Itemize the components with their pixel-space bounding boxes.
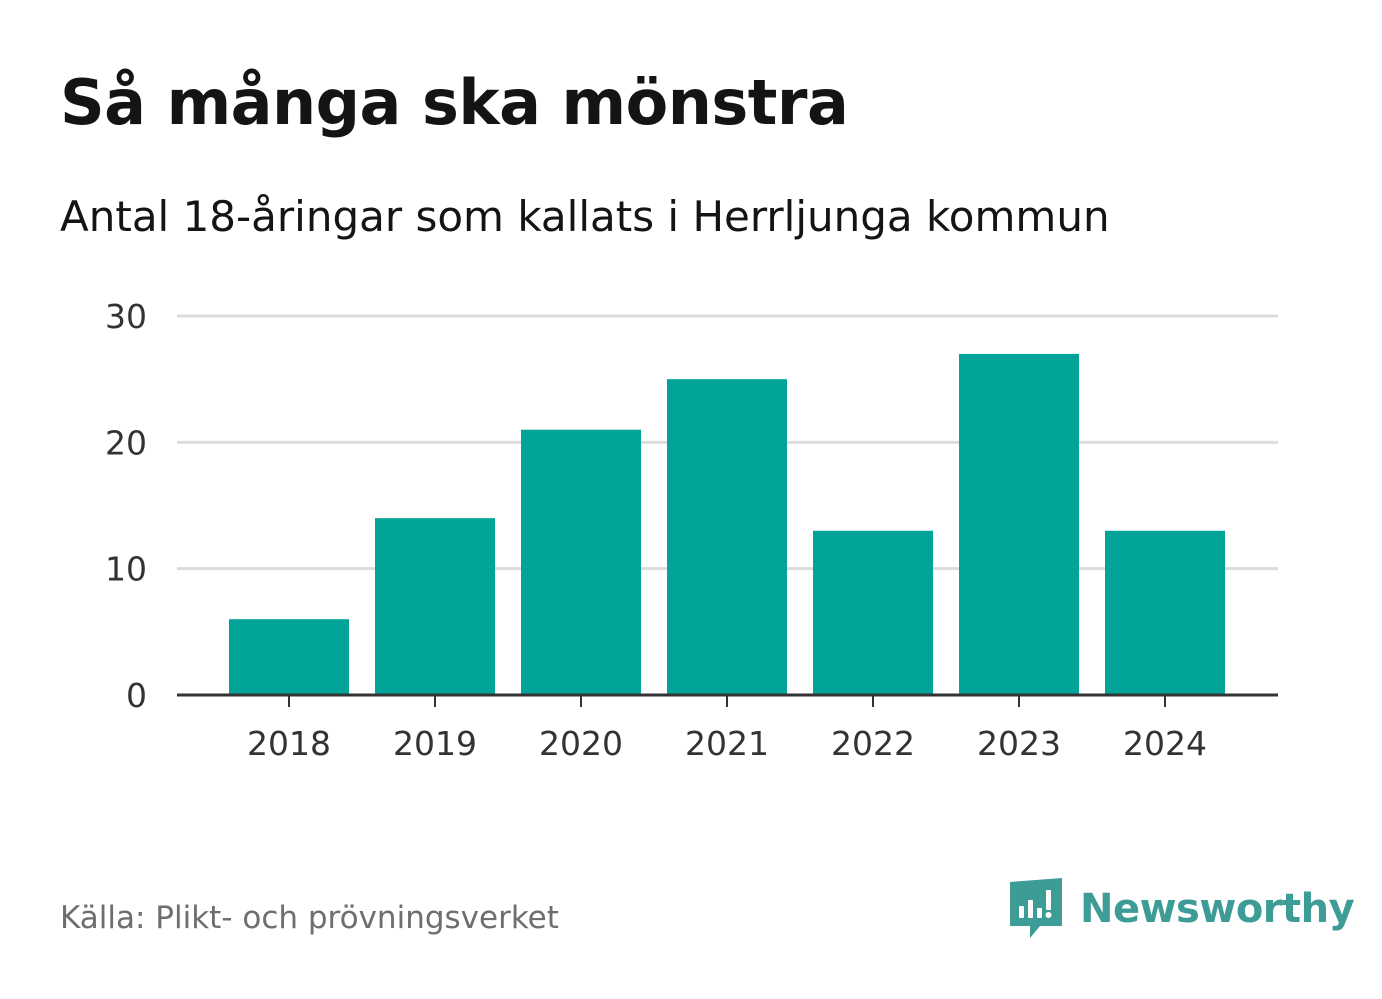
x-axis-ticks: 2018 2019 2020 2021 2022 2023 2024 xyxy=(247,695,1207,763)
source-note: Källa: Plikt- och prövningsverket xyxy=(60,900,559,936)
bar-2022 xyxy=(813,530,933,695)
brand-name: Newsworthy xyxy=(1080,886,1355,932)
bar-2019 xyxy=(375,518,495,695)
y-tick-label: 10 xyxy=(105,550,147,589)
y-tick-label: 20 xyxy=(105,423,147,462)
bars xyxy=(229,353,1225,695)
x-tick-label: 2021 xyxy=(685,724,769,763)
x-tick-label: 2024 xyxy=(1123,724,1207,763)
chart-title: Så många ska mönstra xyxy=(60,66,849,139)
x-tick-label: 2023 xyxy=(977,724,1061,763)
x-tick-label: 2018 xyxy=(247,724,331,763)
y-tick-label: 0 xyxy=(126,676,147,715)
bar-2023 xyxy=(959,353,1079,695)
bar-2018 xyxy=(229,619,349,695)
bar-2024 xyxy=(1105,530,1225,695)
y-axis-ticks: 0 10 20 30 xyxy=(105,297,147,715)
chart-subtitle: Antal 18-åringar som kallats i Herrljung… xyxy=(60,192,1110,241)
brand-logo: Newsworthy xyxy=(1010,878,1355,940)
x-tick-label: 2019 xyxy=(393,724,477,763)
bar-2020 xyxy=(521,429,641,695)
x-tick-label: 2020 xyxy=(539,724,623,763)
y-tick-label: 30 xyxy=(105,297,147,336)
bar-2021 xyxy=(667,379,787,695)
bar-chart-speech-bubble-icon xyxy=(1010,878,1062,938)
x-tick-label: 2022 xyxy=(831,724,915,763)
